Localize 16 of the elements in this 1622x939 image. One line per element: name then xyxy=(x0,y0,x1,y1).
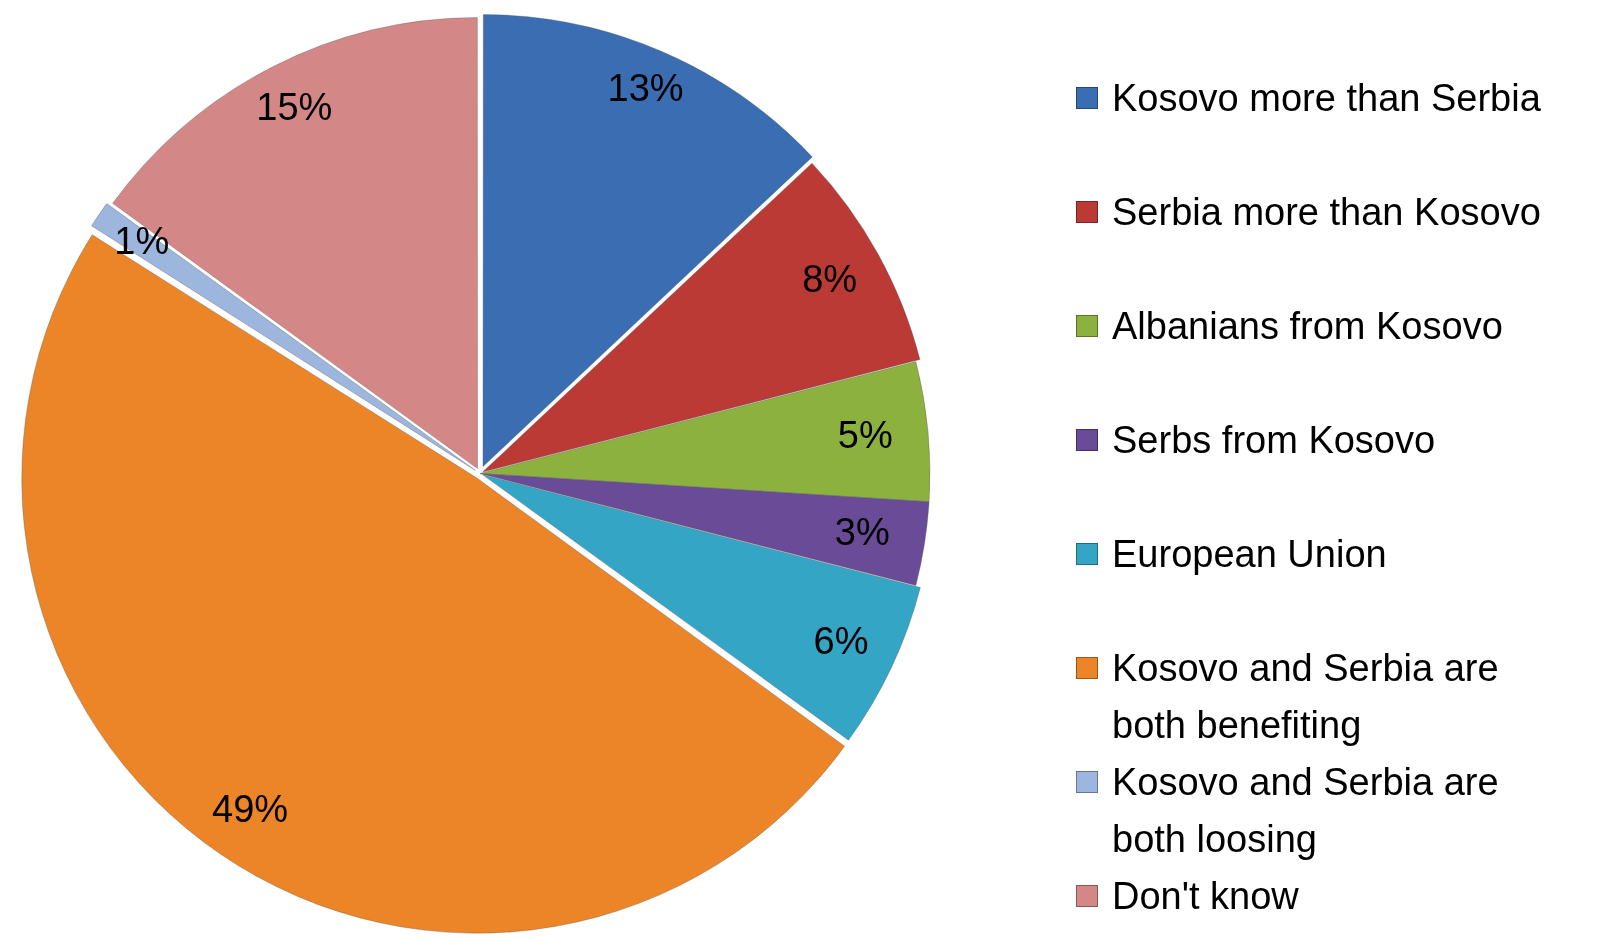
legend-label: Serbs from Kosovo xyxy=(1112,418,1437,463)
data-label: 13% xyxy=(607,67,684,110)
legend-label: European Union xyxy=(1112,532,1388,577)
legend-label: Don't know xyxy=(1112,874,1300,919)
legend-label: Serbia more than Kosovo xyxy=(1112,190,1542,235)
data-label: 5% xyxy=(837,413,893,456)
legend-label: Kosovo and Serbia are both benefiting xyxy=(1112,646,1500,748)
legend-label: Albanians from Kosovo xyxy=(1112,304,1504,349)
legend-label: Kosovo and Serbia are both loosing xyxy=(1112,760,1500,862)
legend-label: Kosovo more than Serbia xyxy=(1112,76,1542,121)
data-label: 6% xyxy=(813,619,869,662)
data-label: 1% xyxy=(114,220,170,263)
data-label: 8% xyxy=(802,257,858,300)
data-label: 3% xyxy=(834,510,890,553)
data-label: 49% xyxy=(212,788,289,831)
data-label: 15% xyxy=(256,85,333,128)
